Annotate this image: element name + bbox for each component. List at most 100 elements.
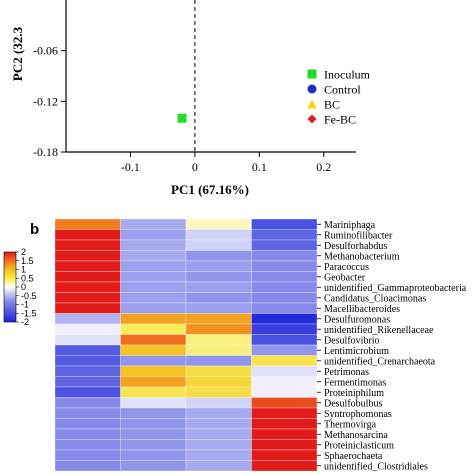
heatmap-cell xyxy=(251,407,318,419)
legend-label: Inoculum xyxy=(324,68,371,82)
heatmap-cell xyxy=(120,281,187,293)
heatmap-cell xyxy=(120,260,187,272)
heatmap-cell xyxy=(185,428,252,440)
heatmap-row-label: Petrimonas xyxy=(324,367,369,378)
pca-x-tick-label: -0.1 xyxy=(121,160,140,174)
legend-label: BC xyxy=(324,98,340,112)
heatmap-cell xyxy=(120,239,187,251)
heatmap-cell xyxy=(185,229,252,241)
heatmap-cell xyxy=(185,376,252,388)
heatmap-row-label: unidentified_Rikenellaceae xyxy=(324,325,434,336)
heatmap-cell xyxy=(120,407,187,419)
heatmap-cell xyxy=(251,344,318,356)
heatmap-cell xyxy=(185,449,252,461)
heatmap-cell xyxy=(120,323,187,335)
pca-point xyxy=(177,113,187,123)
heatmap-cell xyxy=(185,323,252,335)
heatmap-cell xyxy=(54,449,121,461)
heatmap-cell xyxy=(251,260,318,272)
heatmap-row-label: Methanosarcina xyxy=(324,430,388,441)
heatmap-cell xyxy=(185,292,252,304)
heatmap-cell xyxy=(120,418,187,430)
heatmap-cell xyxy=(54,439,121,451)
panel-label-b: b xyxy=(30,221,39,238)
heatmap-row-label: unidentified_Crenarchaeota xyxy=(324,356,436,367)
heatmap-row-label: Thermovirga xyxy=(324,419,377,430)
heatmap-cell xyxy=(54,292,121,304)
heatmap: b 21.510.50-0.5-1-1.5-2 MariniphagaRumin… xyxy=(3,218,467,472)
legend-marker xyxy=(307,114,317,124)
heatmap-cell xyxy=(185,460,252,472)
heatmap-row-label: Sphaerochaeta xyxy=(324,451,383,462)
colorbar-tick-label: -1.5 xyxy=(21,308,37,318)
heatmap-cell xyxy=(185,281,252,293)
heatmap-cell xyxy=(185,334,252,346)
heatmap-cell xyxy=(120,271,187,283)
heatmap-cell xyxy=(185,397,252,409)
pca-x-tick-label: 0.2 xyxy=(316,160,331,174)
heatmap-cell xyxy=(54,407,121,419)
heatmap-cell xyxy=(185,302,252,314)
heatmap-cell xyxy=(185,418,252,430)
heatmap-cell xyxy=(54,250,121,262)
colorbar-tick-label: 0 xyxy=(21,282,26,292)
heatmap-cells xyxy=(54,218,318,472)
heatmap-cell xyxy=(185,218,252,230)
colorbar-tick-label: -1 xyxy=(21,300,29,310)
heatmap-cell xyxy=(185,260,252,272)
pca-x-tick-label: 0.1 xyxy=(252,160,267,174)
heatmap-cell xyxy=(54,218,121,230)
heatmap-cell xyxy=(251,292,318,304)
heatmap-cell xyxy=(120,386,187,398)
heatmap-cell xyxy=(185,271,252,283)
heatmap-row-label: Desulfuromonas xyxy=(324,314,390,325)
colorbar xyxy=(3,251,17,323)
heatmap-cell xyxy=(120,344,187,356)
heatmap-row-label: Desulforhabdus xyxy=(324,241,387,252)
pca-y-tick-label: -0.12 xyxy=(33,94,58,108)
heatmap-cell xyxy=(251,460,318,472)
heatmap-cell xyxy=(185,239,252,251)
heatmap-row-label: Geobacter xyxy=(324,272,366,283)
heatmap-cell xyxy=(251,313,318,325)
heatmap-cell xyxy=(54,239,121,251)
heatmap-cell xyxy=(251,365,318,377)
pca-y-ticks: -0.06 -0.12 -0.18 xyxy=(33,44,66,159)
heatmap-cell xyxy=(54,271,121,283)
heatmap-row-label: unidentified_Clostridiales xyxy=(324,461,428,472)
pca-plot: -0.1 0 0.1 0.2 -0.06 -0.12 -0.18 PC1 (67.16%)… xyxy=(10,0,371,197)
pca-x-label: PC1 (67.16%) xyxy=(171,182,249,197)
heatmap-cell xyxy=(54,229,121,241)
heatmap-cell xyxy=(251,281,318,293)
pca-y-tick-label: -0.06 xyxy=(33,44,58,58)
heatmap-row-label: Desulfovibrio xyxy=(324,335,380,346)
heatmap-cell xyxy=(54,355,121,367)
heatmap-cell xyxy=(54,260,121,272)
heatmap-cell xyxy=(54,344,121,356)
heatmap-row-label: Macellibacteroides xyxy=(324,304,400,315)
colorbar-tick-label: 1.5 xyxy=(21,256,34,266)
heatmap-cell xyxy=(251,323,318,335)
heatmap-cell xyxy=(251,229,318,241)
heatmap-cell xyxy=(251,428,318,440)
heatmap-cell xyxy=(120,229,187,241)
heatmap-cell xyxy=(54,428,121,440)
heatmap-cell xyxy=(251,386,318,398)
heatmap-cell xyxy=(120,365,187,377)
heatmap-cell xyxy=(251,376,318,388)
legend-label: Control xyxy=(324,83,361,97)
legend-label: Fe-BC xyxy=(324,113,356,127)
heatmap-cell xyxy=(185,344,252,356)
heatmap-cell xyxy=(251,355,318,367)
heatmap-row-label: unidentified_Gammaproteobacteria xyxy=(324,283,467,294)
heatmap-cell xyxy=(251,250,318,262)
heatmap-cell xyxy=(185,313,252,325)
heatmap-cell xyxy=(54,334,121,346)
heatmap-cell xyxy=(54,281,121,293)
pca-y-tick-label: -0.18 xyxy=(33,145,58,159)
heatmap-cell xyxy=(54,323,121,335)
heatmap-cell xyxy=(54,365,121,377)
colorbar-ticks: 21.510.50-0.5-1-1.5-2 xyxy=(16,247,37,327)
